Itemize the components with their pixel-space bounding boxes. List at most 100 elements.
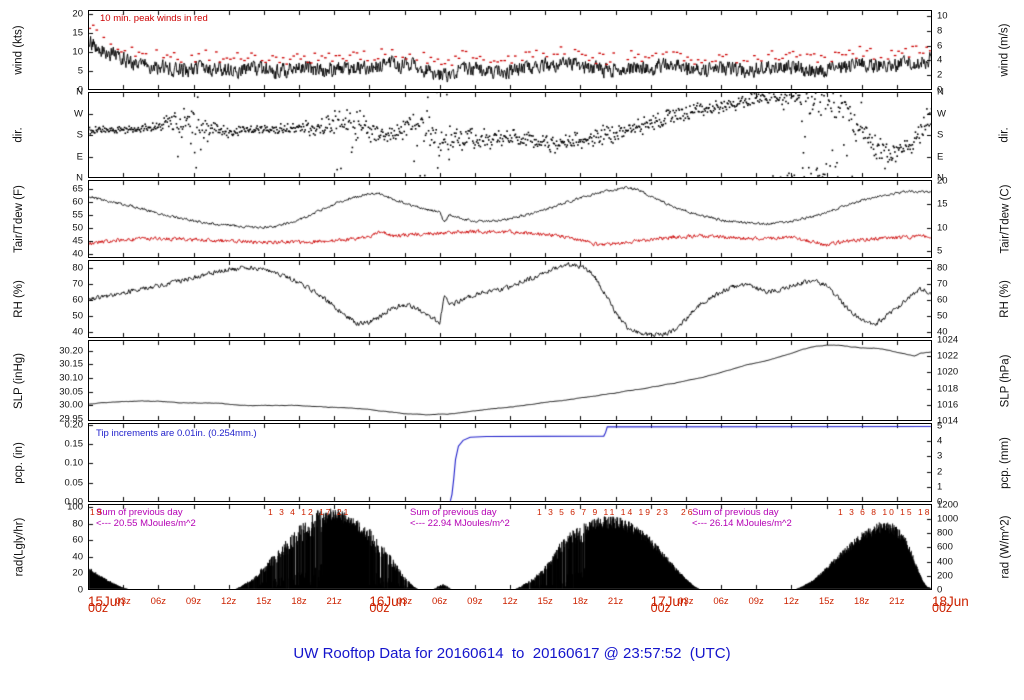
radiation-sum-value: <--- 26.14 MJoules/m^2 (692, 518, 792, 529)
y-tick-wind-right: 10 (937, 10, 948, 22)
radiation-sum-label: Sum of previous day (410, 507, 497, 518)
x-minor-label: 09z (748, 596, 764, 607)
y-axis-title-pcp-right: pcp. (mm) (988, 423, 1022, 502)
radiation-hour-marks: 19 (90, 507, 104, 517)
y-tick-rh-left: 60 (72, 294, 83, 306)
y-tick-slp-left: 29.95 (59, 413, 83, 425)
y-tick-rad-right: 200 (937, 570, 953, 582)
x-minor-label: 21z (326, 596, 342, 607)
y-axis-title-text: RH (%) (999, 280, 1012, 318)
y-axis-title-text: Tair/Tdew (C) (999, 184, 1012, 254)
radiation-sum-value: <--- 20.55 MJoules/m^2 (96, 518, 196, 529)
y-tick-slp-right: 1016 (937, 399, 959, 411)
y-tick-rh-right: 40 (937, 326, 948, 338)
panel-radiation (88, 504, 932, 590)
y-tick-wind-left: 0 (77, 84, 83, 96)
y-tick-slp-left: 30.00 (59, 399, 83, 411)
x-minor-label: 12z (502, 596, 518, 607)
y-tick-rh-right: 80 (937, 262, 948, 274)
y-tick-rad-right: 1200 (937, 499, 959, 511)
x-minor-label: 15z (537, 596, 553, 607)
peak-wind-note: 10 min. peak winds in red (100, 13, 208, 24)
y-tick-temp-left: 65 (72, 183, 83, 195)
y-tick-pcp-right: 2 (937, 466, 943, 478)
y-tick-rad-left: 80 (72, 518, 83, 530)
x-minor-label: 03z (678, 596, 694, 607)
y-tick-slp-left: 30.15 (59, 358, 83, 370)
y-tick-pcp-left: 0.05 (64, 477, 84, 489)
y-axis-title-text: SLP (hPa) (999, 354, 1012, 407)
radiation-sum-label: Sum of previous day (96, 507, 183, 518)
y-axis-title-dir-right: dir. (988, 92, 1022, 178)
y-axis-title-rad-left: rad(Lgly/hr) (2, 504, 36, 590)
y-tick-dir-left: N (76, 172, 83, 184)
y-tick-rad-right: 1000 (937, 513, 959, 525)
x-minor-label: 12z (220, 596, 237, 607)
y-tick-rad-left: 100 (67, 501, 83, 513)
x-minor-label: 18z (291, 596, 307, 607)
y-axis-title-text: rad (W/m^2) (999, 515, 1011, 579)
y-tick-slp-left: 30.05 (59, 386, 83, 398)
y-tick-rh-left: 70 (72, 278, 83, 290)
y-tick-rad-right: 400 (937, 556, 953, 568)
y-axis-title-text: Tair/Tdew (F) (13, 185, 26, 253)
y-tick-slp-right: 1020 (937, 366, 959, 378)
radiation-sum-label: Sum of previous day (692, 507, 779, 518)
y-tick-slp-left: 30.20 (59, 345, 83, 357)
radiation-hour-marks: 1 3 6 8 10 15 18 (838, 507, 932, 517)
y-tick-dir-left: N (76, 86, 83, 98)
y-tick-pcp-right: 3 (937, 450, 943, 462)
y-tick-wind-right: 6 (937, 40, 943, 52)
y-tick-rad-right: 600 (937, 541, 953, 553)
y-tick-wind-left: 5 (77, 65, 83, 77)
radiation-hour-marks: 1 3 4 12 17 21 (268, 507, 351, 517)
x-minor-label: 09z (185, 596, 202, 607)
x-minor-label: 15z (818, 596, 835, 607)
y-tick-rad-left: 0 (77, 584, 83, 596)
y-tick-wind-left: 20 (72, 8, 83, 20)
y-tick-temp-left: 40 (72, 248, 83, 260)
y-axis-title-temp-left: Tair/Tdew (F) (2, 180, 36, 258)
y-axis-title-pcp-left: pcp. (in) (2, 423, 36, 502)
y-axis-title-text: wind (m/s) (999, 23, 1011, 77)
y-axis-title-rh-left: RH (%) (2, 260, 36, 338)
y-axis-title-rh-right: RH (%) (988, 260, 1022, 338)
radiation-sum-value: <--- 22.94 MJoules/m^2 (410, 518, 510, 529)
y-tick-temp-left: 55 (72, 209, 83, 221)
y-tick-rh-right: 70 (937, 278, 948, 290)
y-tick-pcp-left: 0.20 (64, 419, 84, 431)
y-axis-title-slp-left: SLP (inHg) (2, 340, 36, 421)
y-tick-temp-right: 20 (937, 175, 948, 187)
y-axis-title-temp-right: Tair/Tdew (C) (988, 180, 1022, 258)
y-tick-rad-left: 20 (72, 567, 83, 579)
panel-humidity (88, 260, 932, 338)
x-minor-label: 21z (607, 596, 624, 607)
x-minor-label: 03z (396, 596, 413, 607)
y-tick-wind-left: 10 (72, 46, 83, 58)
y-axis-title-text: RH (%) (13, 280, 26, 318)
y-axis-title-text: dir. (13, 127, 25, 143)
x-minor-label: 18z (853, 596, 870, 607)
x-minor-label: 21z (889, 596, 905, 607)
y-tick-pcp-right: 4 (937, 435, 943, 447)
y-tick-rh-right: 50 (937, 310, 948, 322)
y-axis-title-text: SLP (inHg) (13, 352, 26, 409)
x-minor-label: 09z (467, 596, 483, 607)
y-axis-title-text: rad(Lgly/hr) (13, 517, 25, 577)
y-tick-dir-right: E (937, 151, 944, 162)
y-tick-pcp-right: 5 (937, 420, 943, 432)
y-tick-slp-right: 1024 (937, 334, 959, 346)
y-axis-title-wind-right: wind (m/s) (988, 10, 1022, 90)
y-tick-slp-right: 1018 (937, 383, 959, 395)
y-tick-rad-left: 40 (72, 551, 83, 563)
y-tick-pcp-left: 0.15 (64, 438, 84, 450)
y-tick-pcp-left: 0.00 (64, 496, 84, 508)
y-tick-temp-right: 5 (937, 245, 943, 257)
y-tick-dir-right: N (937, 86, 944, 98)
y-tick-temp-left: 45 (72, 235, 83, 247)
panel-precip (88, 423, 932, 502)
y-tick-rad-right: 0 (937, 584, 943, 596)
y-tick-rad-left: 60 (72, 534, 83, 546)
